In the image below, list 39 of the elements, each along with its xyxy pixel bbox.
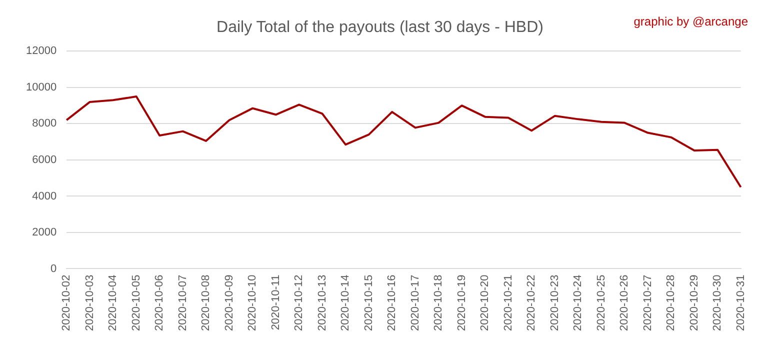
x-tick-label: 2020-10-15 [362, 274, 375, 332]
x-tick-label: 2020-10-05 [130, 274, 142, 332]
x-tick-label: 2020-10-30 [712, 274, 724, 332]
x-tick-label: 2020-10-02 [60, 274, 73, 332]
x-tick-label: 2020-10-21 [502, 274, 514, 332]
x-tick-label: 2020-10-11 [270, 274, 282, 330]
x-tick-label: 2020-10-17 [409, 274, 422, 332]
x-tick-label: 2020-10-10 [246, 274, 259, 332]
x-tick-label: 2020-10-07 [176, 274, 189, 332]
x-tick-label: 2020-10-19 [456, 274, 468, 332]
y-tick-label: 0 [50, 262, 57, 275]
x-tick-label: 2020-10-12 [293, 274, 306, 332]
x-tick-label: 2020-10-25 [595, 274, 608, 332]
y-tick-label: 4000 [32, 190, 57, 202]
x-tick-label: 2020-10-26 [618, 274, 631, 332]
x-tick-label: 2020-10-09 [223, 274, 236, 332]
x-tick-label: 2020-10-08 [200, 274, 212, 332]
x-tick-label: 2020-10-03 [84, 274, 96, 332]
x-tick-label: 2020-10-16 [386, 274, 398, 332]
x-tick-label: 2020-10-18 [432, 274, 445, 332]
y-tick-label: 10000 [26, 81, 57, 94]
x-tick-label: 2020-10-06 [154, 274, 166, 332]
x-tick-label: 2020-10-28 [665, 274, 678, 332]
x-tick-label: 2020-10-27 [642, 274, 654, 332]
x-tick-label: 2020-10-24 [572, 274, 584, 332]
x-tick-label: 2020-10-23 [548, 274, 561, 332]
x-tick-label: 2020-10-04 [107, 274, 120, 332]
text: graphic by @arcange [634, 14, 748, 28]
x-tick-label: 2020-10-29 [688, 274, 700, 332]
x-tick-label: 2020-10-31 [734, 274, 747, 332]
x-tick-label: 2020-10-14 [340, 274, 352, 332]
x-tick-label: 2020-10-13 [316, 274, 328, 332]
y-tick-label: 12000 [26, 45, 57, 58]
y-tick-label: 6000 [32, 154, 57, 166]
x-tick-label: 2020-10-22 [526, 274, 538, 332]
x-tick-label: 2020-10-20 [479, 274, 492, 332]
chart-title: Daily Total of the payouts (last 30 days - HBD) [216, 19, 544, 36]
y-tick-label: 8000 [32, 118, 57, 130]
y-tick-label: 2000 [32, 226, 57, 239]
